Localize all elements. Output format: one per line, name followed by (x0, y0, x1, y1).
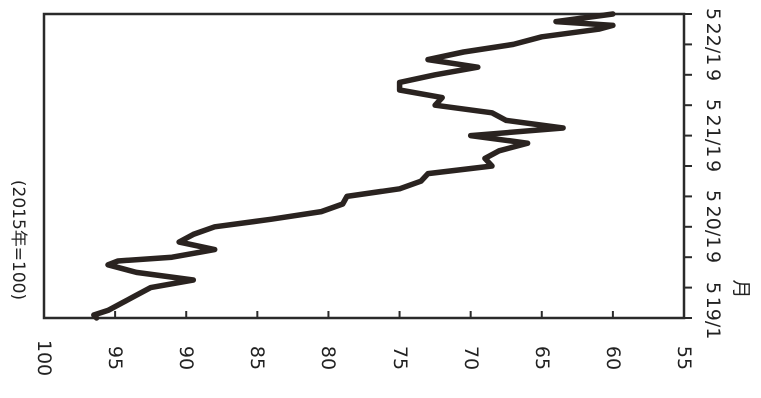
y-tick-label: 80 (317, 345, 340, 371)
y-tick-label: 60 (601, 345, 624, 371)
unit-label: (2015年=100) (8, 179, 28, 301)
axis-ticks (43, 13, 692, 319)
y-tick-label: 100 (33, 339, 55, 377)
series-layer (91, 11, 616, 321)
x-tick-label: 5 (702, 7, 724, 21)
y-tick-label: 75 (388, 345, 411, 371)
series-line (91, 11, 616, 321)
y-tick-label: 85 (246, 345, 269, 371)
x-unit-label: 月 (730, 279, 752, 299)
y-tick-label: 55 (673, 345, 695, 371)
y-tick-label: 65 (530, 345, 553, 371)
y-tick-label: 90 (175, 345, 198, 371)
y-tick-label: 95 (104, 345, 127, 371)
y-tick-label: 70 (459, 345, 482, 371)
